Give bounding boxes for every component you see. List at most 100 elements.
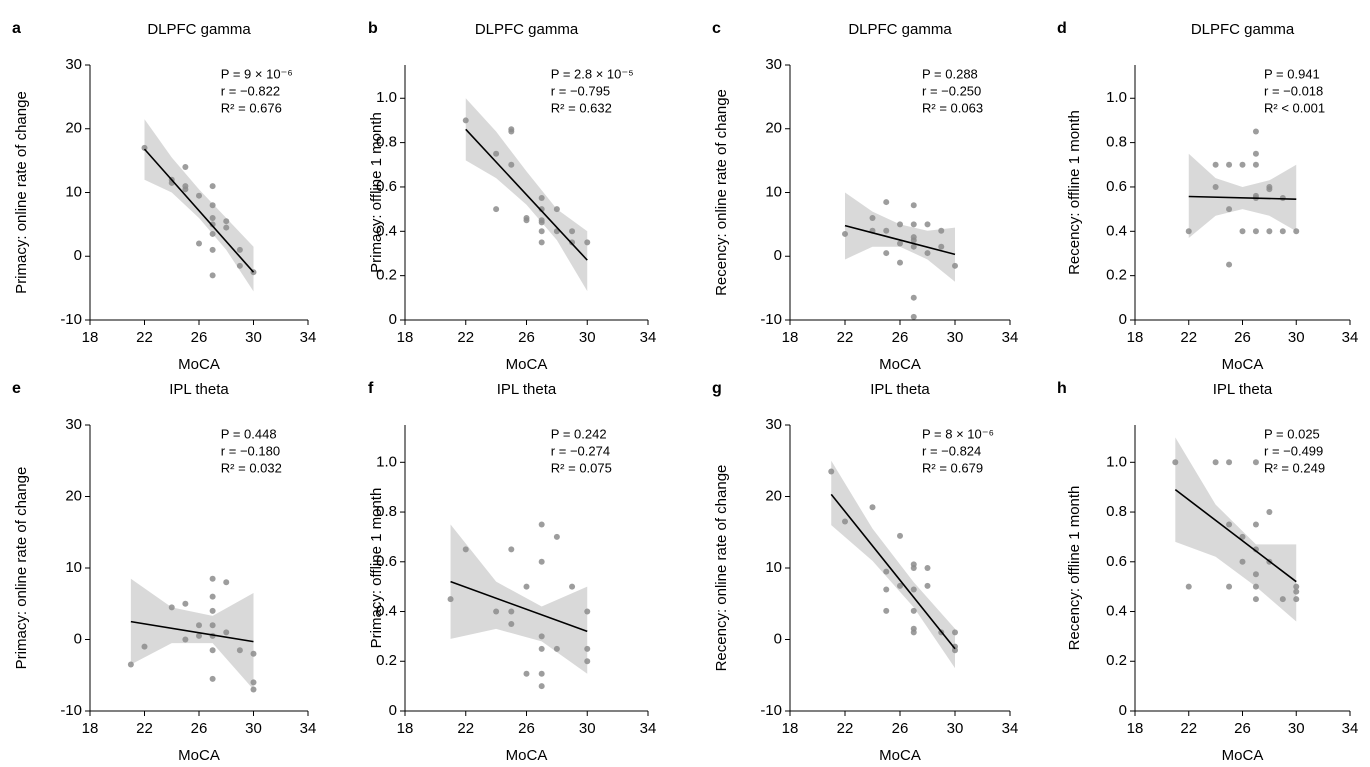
x-tick-label: 18	[1127, 329, 1144, 346]
data-point	[924, 250, 931, 257]
data-point	[883, 199, 890, 206]
x-tick-label: 22	[837, 329, 854, 346]
stat-annotation: r = −0.180	[221, 443, 280, 458]
x-tick-label: 22	[457, 329, 474, 346]
fit-line	[130, 620, 254, 643]
x-axis-label: MoCA	[1222, 356, 1264, 373]
x-tick-label: 34	[640, 720, 657, 737]
y-tick-label: 0	[389, 702, 397, 719]
y-axis-label: Primacy: offline 1 month	[368, 488, 385, 649]
confidence-band	[831, 460, 955, 669]
stat-annotation: R² = 0.075	[551, 460, 612, 475]
y-tick-label: 10	[765, 559, 782, 576]
data-point	[897, 582, 903, 589]
data-point	[883, 586, 890, 593]
stat-annotation: r = −0.018	[1264, 83, 1323, 98]
y-tick-label: 30	[765, 56, 782, 73]
data-point	[1185, 583, 1192, 590]
data-point	[223, 579, 230, 586]
data-point	[1212, 161, 1219, 168]
y-tick-label: 0.6	[1106, 178, 1127, 195]
data-point	[1172, 459, 1179, 466]
confidence-band	[1175, 437, 1297, 622]
data-point	[584, 608, 591, 615]
data-point	[209, 183, 216, 190]
data-point	[127, 661, 134, 668]
y-axis-label: Recency: offline 1 month	[1066, 110, 1083, 275]
x-tick-label: 26	[892, 720, 909, 737]
data-point	[523, 583, 530, 590]
x-tick-label: 22	[837, 720, 854, 737]
data-point	[250, 650, 257, 657]
data-point	[1226, 261, 1233, 268]
data-point	[493, 206, 500, 213]
data-point	[236, 262, 243, 269]
y-tick-label: 0	[774, 247, 782, 264]
y-tick-label: 10	[65, 559, 82, 576]
data-point	[897, 259, 903, 266]
data-point	[141, 643, 148, 650]
fit-line	[830, 493, 956, 650]
stat-annotation: R² = 0.632	[551, 100, 612, 115]
data-point	[842, 230, 848, 237]
panel-title: DLPFC gamma	[475, 21, 579, 38]
data-point	[897, 221, 903, 228]
data-point	[1252, 571, 1259, 578]
panel-title: IPL theta	[870, 381, 930, 398]
data-point	[883, 607, 890, 614]
data-point	[223, 218, 230, 225]
x-tick-label: 18	[397, 329, 414, 346]
data-point	[584, 645, 591, 652]
data-point	[1279, 596, 1286, 603]
data-point	[447, 596, 454, 603]
data-point	[462, 117, 469, 124]
confidence-band	[450, 524, 588, 674]
data-point	[842, 518, 848, 525]
data-point	[910, 607, 917, 614]
y-tick-label: 0	[389, 311, 397, 328]
data-point	[869, 504, 876, 511]
panel-letter: f	[368, 380, 374, 397]
stat-annotation: R² = 0.063	[922, 100, 983, 115]
panel-letter: h	[1057, 380, 1067, 397]
data-point	[1212, 183, 1219, 190]
y-tick-label: 0.6	[376, 553, 397, 570]
data-point	[538, 239, 545, 246]
fit-line	[1188, 195, 1297, 200]
stat-annotation: P = 0.288	[922, 66, 978, 81]
y-tick-label: 10	[765, 183, 782, 200]
data-point	[1239, 533, 1246, 540]
y-tick-label: 20	[65, 487, 82, 504]
data-point	[569, 228, 576, 235]
stat-annotation: P = 0.448	[221, 426, 277, 441]
y-axis-label: Recency: online rate of change	[713, 89, 730, 296]
data-point	[1252, 150, 1259, 157]
y-tick-label: 1.0	[1106, 89, 1127, 106]
x-tick-label: 18	[1127, 720, 1144, 737]
data-point	[1279, 228, 1286, 235]
data-point	[182, 636, 189, 643]
y-tick-label: 0.2	[376, 652, 397, 669]
data-point	[1252, 459, 1259, 466]
y-axis-label: Primacy: online rate of change	[13, 91, 30, 294]
x-tick-label: 22	[136, 720, 153, 737]
y-tick-label: 30	[765, 416, 782, 433]
data-point	[538, 633, 545, 640]
data-point	[538, 670, 545, 677]
data-point	[1293, 588, 1300, 595]
y-axis-label: Recency: offline 1 month	[1066, 486, 1083, 651]
confidence-band	[144, 119, 254, 292]
x-tick-label: 18	[782, 329, 799, 346]
data-point	[209, 607, 216, 614]
data-point	[938, 243, 945, 250]
y-tick-label: 1.0	[1106, 453, 1127, 470]
data-point	[538, 521, 545, 528]
x-tick-label: 22	[1180, 329, 1197, 346]
y-tick-label: 20	[65, 120, 82, 137]
y-tick-label: -10	[760, 702, 782, 719]
data-point	[182, 164, 189, 170]
data-point	[910, 294, 917, 301]
data-point	[538, 228, 545, 235]
x-tick-label: 34	[1342, 720, 1359, 737]
data-point	[1226, 521, 1233, 528]
